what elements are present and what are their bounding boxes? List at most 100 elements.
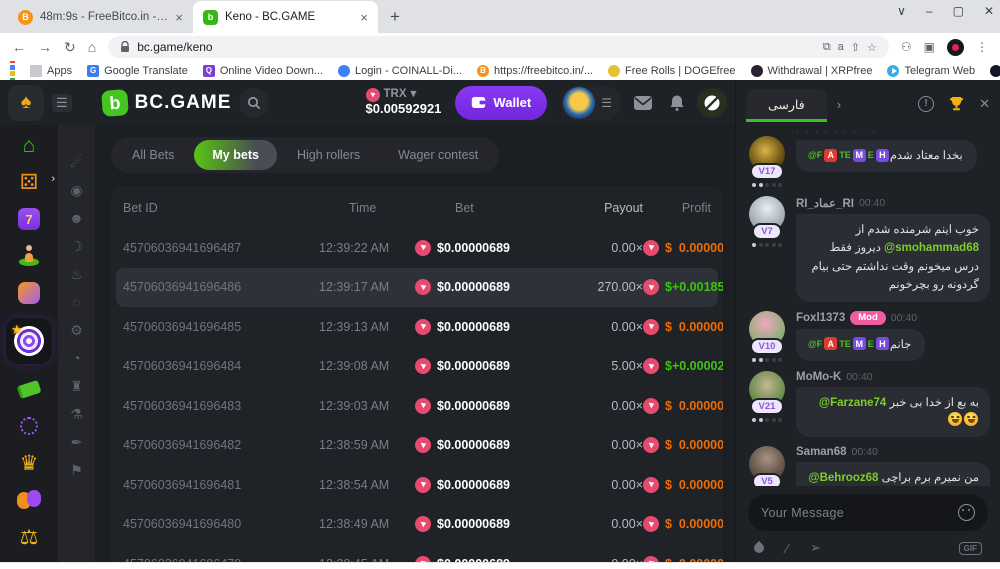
bet-row[interactable]: 45706036941696484 12:39:08 AM $0.00000689 5… xyxy=(123,347,723,387)
bookmark-item[interactable]: Q Online Video Down... xyxy=(202,64,323,77)
bookmark-item[interactable]: G Google Translate xyxy=(87,64,188,77)
contest-trophy-icon[interactable] xyxy=(948,95,965,112)
bet-row[interactable]: 45706036941696487 12:39:22 AM $0.00000689 0… xyxy=(123,228,723,268)
profile-menu-icon[interactable]: ☰ xyxy=(601,95,612,110)
chat-username[interactable]: RI_عماد_RI xyxy=(796,198,854,210)
sidebar-item-promotions[interactable] xyxy=(14,281,44,305)
bet-row[interactable]: 45706036941696480 12:38:49 AM $0.00000689 0… xyxy=(123,505,723,545)
message-input[interactable]: Your Message xyxy=(748,494,988,531)
expand-casino-arrow[interactable]: › xyxy=(51,173,55,185)
bookmark-item[interactable]: Apps xyxy=(30,64,72,77)
mention-link[interactable]: @Behrooz68 xyxy=(808,472,879,485)
user-avatar[interactable] xyxy=(563,86,596,119)
more-menu-icon[interactable]: ⋮ xyxy=(976,40,988,54)
submenu-game-icon-7[interactable]: ◔ xyxy=(72,350,81,366)
home-icon[interactable]: ⌂ xyxy=(87,39,97,55)
submenu-game-icon-1[interactable]: ◉ xyxy=(70,182,83,198)
spade-lobby-button[interactable]: ♠ xyxy=(8,84,44,121)
submenu-game-icon-3[interactable]: ☽ xyxy=(70,238,83,254)
sidebar-item-refer-friends[interactable] xyxy=(14,488,44,512)
mail-icon[interactable] xyxy=(633,95,653,111)
filter-tab-wager-contest[interactable]: Wager contest xyxy=(398,148,479,162)
bookmark-item[interactable]: Free Rolls | DOGEfree xyxy=(608,64,736,77)
bookmark-item[interactable]: Withdrawal | XRPfree xyxy=(750,64,872,77)
translate-icon[interactable]: a xyxy=(837,41,844,53)
side-panel-icon[interactable]: ▣ xyxy=(923,40,935,54)
sidebar-item-lottery-ticket[interactable] xyxy=(14,377,44,401)
share-icon[interactable]: ⇧ xyxy=(850,41,861,54)
chat-close-icon[interactable]: ✕ xyxy=(979,95,990,111)
bookmark-item[interactable]: Speedtest by Ookla... xyxy=(990,64,1000,77)
emoji-picker-icon[interactable] xyxy=(958,504,975,521)
reload-icon[interactable]: ↻ xyxy=(64,38,76,55)
bet-row[interactable]: 45706036941696481 12:38:54 AM $0.00000689 0… xyxy=(123,465,723,505)
window-minimize-icon[interactable]: – xyxy=(925,4,933,18)
sidebar-item-vip-crown[interactable]: ♛ xyxy=(19,451,39,475)
submenu-game-icon-6[interactable]: ⚙ xyxy=(70,322,83,338)
sidebar-item-home[interactable]: ⌂ xyxy=(22,133,36,157)
address-bar[interactable]: bc.game/keno ⧉ a ⇧ ☆ xyxy=(108,36,889,58)
sidebar-item-keno-active[interactable]: ★ xyxy=(6,318,52,364)
gif-picker-icon[interactable]: GIF xyxy=(958,541,982,555)
chat-commands-icon[interactable]: ∕ xyxy=(786,540,789,556)
bet-row[interactable]: 45706036941696486 12:39:17 AM $0.00000689 2… xyxy=(116,267,723,307)
sidebar-collapse-icon[interactable]: ☰ xyxy=(52,93,72,112)
submenu-game-icon-9[interactable]: ⚗ xyxy=(70,406,83,422)
window-close-icon[interactable]: ✕ xyxy=(983,4,994,18)
filter-tab-my-bets[interactable]: My bets xyxy=(194,140,277,170)
apps-grid-icon[interactable] xyxy=(10,61,15,80)
bet-row[interactable]: 45706036941696485 12:39:13 AM $0.00000689 0… xyxy=(123,307,723,347)
bookmark-item[interactable]: Login - COINALL-Di... xyxy=(338,64,462,77)
bet-row[interactable]: 4570603694169647912:38:45 AM $0.00000689 0… xyxy=(123,544,723,562)
tab-close-icon[interactable]: × xyxy=(175,9,183,25)
submenu-game-icon-11[interactable]: ⚑ xyxy=(70,462,83,478)
bookmark-star-icon[interactable]: ☆ xyxy=(867,41,877,54)
filter-tab-high-rollers[interactable]: High rollers xyxy=(296,148,361,162)
notifications-bell-icon[interactable] xyxy=(669,94,685,111)
submenu-game-icon-10[interactable]: ✒ xyxy=(70,434,83,450)
back-icon[interactable]: ← xyxy=(12,39,26,55)
sidebar-item-fairness[interactable] xyxy=(14,414,44,438)
browser-tab-keno[interactable]: b Keno - BC.GAME × xyxy=(193,1,378,33)
chat-username[interactable]: Saman68 xyxy=(796,446,847,459)
chevron-right-icon[interactable]: › xyxy=(836,97,842,112)
chat-username[interactable]: Foxl1373 xyxy=(796,311,846,324)
bet-row[interactable]: 45706036941696483 12:39:03 AM $0.00000689 0… xyxy=(123,386,723,426)
extensions-puzzle-icon[interactable]: ⚇ xyxy=(900,40,912,54)
mention-link[interactable]: @Farzane74 xyxy=(818,396,887,409)
rain-tip-icon[interactable] xyxy=(751,540,767,556)
browser-tab-freebitco[interactable]: B 48m:9s - FreeBitco.in - Win free t... … xyxy=(8,1,193,33)
sidebar-item-live-casino[interactable] xyxy=(14,244,44,268)
bcgame-logo[interactable]: b BC.GAME xyxy=(100,88,232,117)
submenu-game-icon-5[interactable]: ◌ xyxy=(72,294,81,310)
window-maximize-icon[interactable]: ▢ xyxy=(952,4,964,18)
sidebar-item-casino[interactable]: ⚄ › xyxy=(19,170,55,194)
send-to-device-icon[interactable]: ⧉ xyxy=(822,40,831,53)
bookmark-item[interactable]: Telegram Web xyxy=(887,64,975,77)
new-tab-button[interactable]: + xyxy=(390,7,400,26)
submenu-game-icon-4[interactable]: ♨ xyxy=(70,266,83,282)
sidebar-item-affiliate-scales[interactable]: ⚖ xyxy=(19,525,39,549)
filter-tab-all-bets[interactable]: All Bets xyxy=(132,148,175,162)
submenu-game-icon-8[interactable]: ♜ xyxy=(70,378,83,394)
forward-icon[interactable]: → xyxy=(38,39,52,55)
search-button[interactable] xyxy=(239,87,270,118)
user-profile-pill[interactable]: ☰ xyxy=(561,84,621,121)
wallet-button[interactable]: Wallet xyxy=(455,85,548,120)
currency-selector[interactable]: TRX ▾ $0.00592921 xyxy=(365,88,441,117)
mention-link[interactable]: @smohammad68 xyxy=(884,242,979,255)
chat-rules-info-icon[interactable]: ! xyxy=(918,95,935,112)
submenu-game-icon-2[interactable]: ☻ xyxy=(69,210,84,226)
sidebar-item-slots[interactable]: 7 xyxy=(14,207,44,231)
rocket-icon[interactable]: ➢ xyxy=(810,540,822,555)
chat-language-tab[interactable]: فارسی xyxy=(746,89,827,122)
tab-close-icon[interactable]: × xyxy=(360,9,368,25)
chat-message-left: V17 xyxy=(746,136,788,187)
chat-username[interactable]: MoMo-K xyxy=(796,370,842,383)
profile-avatar[interactable] xyxy=(947,38,964,56)
window-menu-icon[interactable]: ∨ xyxy=(897,4,906,18)
chat-toggle-button[interactable] xyxy=(697,87,727,118)
submenu-game-icon-0[interactable]: ☄ xyxy=(70,154,83,170)
bet-row[interactable]: 45706036941696482 12:38:59 AM $0.00000689 0… xyxy=(123,426,723,466)
